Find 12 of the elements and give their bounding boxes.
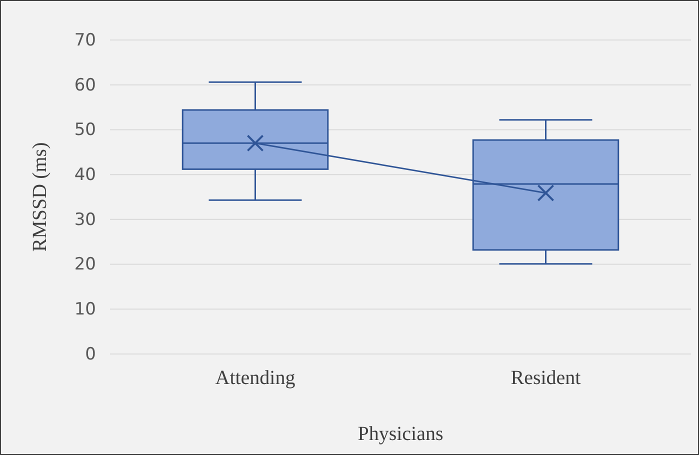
y-tick-label: 40 [74, 165, 96, 186]
y-tick-label: 70 [74, 30, 96, 50]
x-axis-title: Physicians [358, 423, 444, 445]
y-tick-label: 50 [74, 120, 96, 140]
x-tick-label: Attending [215, 367, 296, 390]
y-axis-title: RMSSD (ms) [29, 142, 51, 252]
y-tick-label: 0 [85, 344, 96, 364]
x-tick-label: Resident [510, 367, 582, 390]
y-tick-label: 20 [74, 254, 96, 275]
y-tick-label: 10 [74, 300, 96, 320]
y-tick-label: 60 [74, 75, 96, 96]
y-tick-label: 30 [74, 210, 96, 230]
